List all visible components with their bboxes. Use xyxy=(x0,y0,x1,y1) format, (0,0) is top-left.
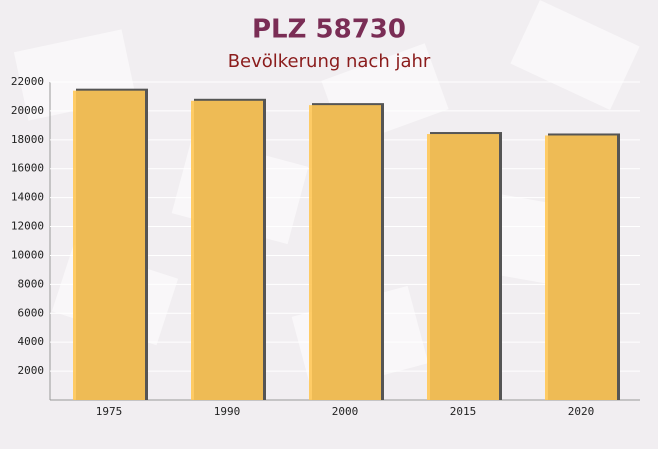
y-tick-label: 12000 xyxy=(11,220,44,233)
y-tick-label: 6000 xyxy=(18,306,45,319)
y-tick-label: 22000 xyxy=(11,75,44,88)
chart-title: PLZ 58730 xyxy=(252,15,406,45)
bar xyxy=(427,134,499,400)
y-tick-label: 20000 xyxy=(11,104,44,117)
chart-subtitle: Bevölkerung nach jahr xyxy=(228,51,431,72)
bar xyxy=(545,135,617,400)
y-tick-label: 2000 xyxy=(18,364,45,377)
x-tick-label: 2020 xyxy=(568,405,595,418)
y-tick-label: 10000 xyxy=(11,248,44,261)
y-tick-label: 14000 xyxy=(11,191,44,204)
y-tick-label: 8000 xyxy=(18,277,45,290)
y-tick-label: 18000 xyxy=(11,133,44,146)
x-tick-label: 2000 xyxy=(332,405,359,418)
x-tick-label: 2015 xyxy=(450,405,477,418)
bar xyxy=(309,105,381,401)
y-tick-label: 16000 xyxy=(11,162,44,175)
y-tick-label: 4000 xyxy=(18,335,45,348)
bar xyxy=(73,90,145,400)
bar xyxy=(191,100,263,401)
x-tick-label: 1990 xyxy=(214,405,241,418)
x-tick-label: 1975 xyxy=(96,405,123,418)
